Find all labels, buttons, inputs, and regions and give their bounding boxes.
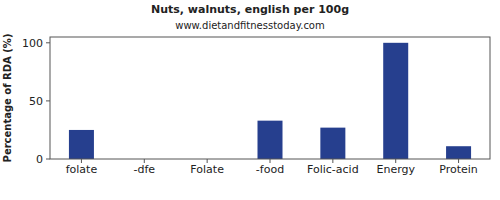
x-tick-label: Folic-acid [307, 163, 359, 176]
y-tick-label: 100 [22, 37, 43, 50]
title: Nuts, walnuts, english per 100g [151, 3, 349, 16]
y-tick [46, 100, 50, 101]
x-tick-label: -dfe [133, 163, 155, 176]
y-tick-label: 0 [36, 153, 43, 166]
y-tick [46, 159, 50, 160]
bar [383, 43, 408, 159]
plot-frame [50, 37, 490, 159]
x-tick-label: Protein [439, 163, 478, 176]
subtitle: www.dietandfitnesstoday.com [175, 20, 324, 31]
y-tick [46, 42, 50, 43]
bar [320, 128, 345, 159]
chart-container: Nuts, walnuts, english per 100g www.dieta… [0, 0, 500, 200]
x-tick-label: Energy [376, 163, 415, 176]
x-tick-label: folate [66, 163, 98, 176]
y-tick-label: 50 [29, 95, 43, 108]
bar [446, 146, 471, 159]
bar [258, 121, 283, 159]
bars [69, 43, 471, 159]
bar [69, 130, 94, 159]
chart-svg: Nuts, walnuts, english per 100g www.dieta… [0, 0, 500, 200]
x-tick-label: -food [256, 163, 284, 176]
x-tick-label: Folate [190, 163, 224, 176]
y-axis-label: Percentage of RDA (%) [2, 34, 13, 163]
